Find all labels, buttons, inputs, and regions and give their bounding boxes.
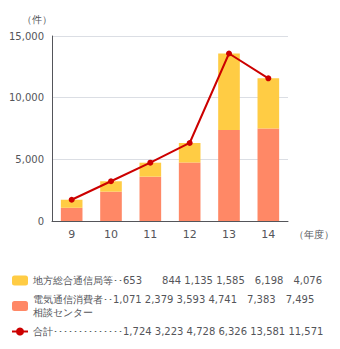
svg-text:電気通信消費者･･1,071 2,379 3,593 4,7: 電気通信消費者･･1,071 2,379 3,593 4,741 7,383 7… [33,294,314,305]
svg-text:地方総合通信局等･･653 844 1,135 1,585: 地方総合通信局等･･653 844 1,135 1,585 6,198 4,07… [32,275,322,286]
svg-text:9: 9 [68,228,75,241]
svg-text:10: 10 [104,228,118,241]
svg-text:13: 13 [222,228,236,241]
svg-text:15,000: 15,000 [9,31,44,42]
svg-text:12: 12 [183,228,197,241]
svg-text:相談センター: 相談センター [33,307,93,318]
svg-text:5,000: 5,000 [15,154,44,165]
svg-text:（件）: （件） [22,14,52,25]
svg-text:10,000: 10,000 [9,92,44,103]
svg-text:14: 14 [261,228,275,241]
svg-text:0: 0 [38,216,44,227]
svg-text:（年度）: （年度） [294,229,334,240]
svg-text:11: 11 [143,228,157,241]
svg-text:合計･･････････････1,724 3,223 4,: 合計･･････････････1,724 3,223 4,728 6,326 … [33,326,323,337]
